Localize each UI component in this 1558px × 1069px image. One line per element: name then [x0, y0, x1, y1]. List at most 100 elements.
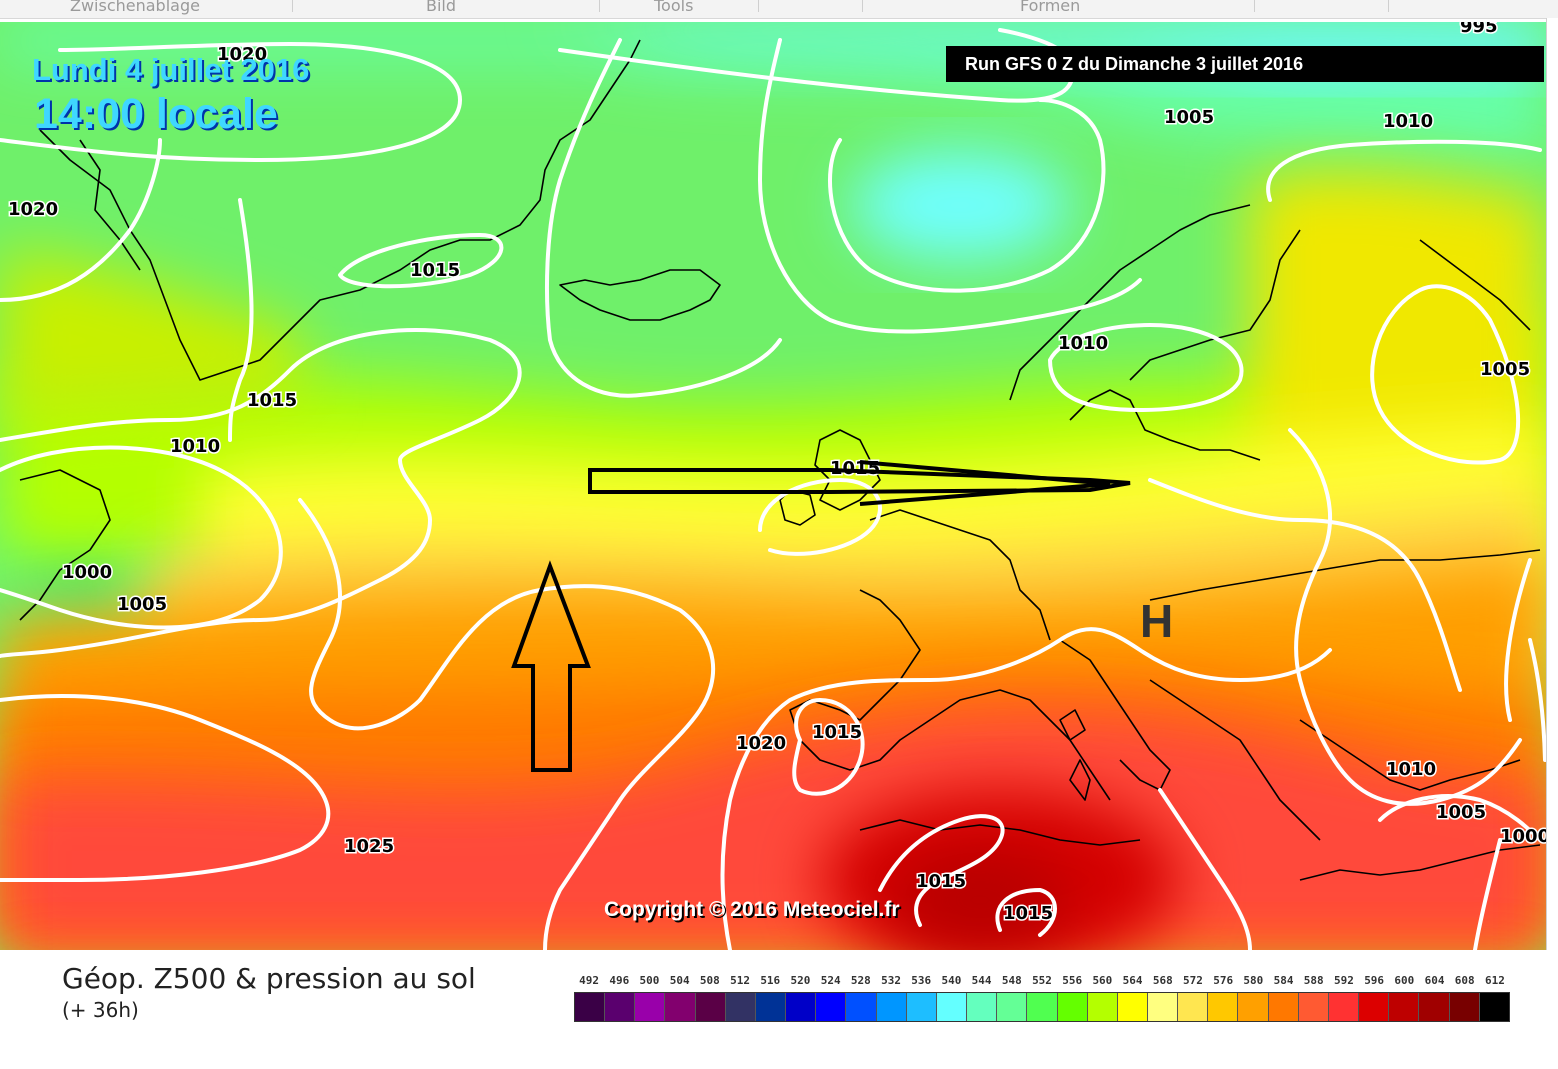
- scale-swatch: [1208, 993, 1239, 1021]
- coastlines: [19, 39, 1541, 881]
- forecast-time: 14:00 locale: [34, 90, 278, 138]
- up-arrow: [511, 560, 591, 772]
- isobar-label: 1015: [916, 871, 966, 892]
- isobar-label: 1000: [62, 562, 112, 583]
- isobar-label: 1005: [1436, 802, 1486, 823]
- isobar-label: 1020: [217, 44, 267, 65]
- scale-swatch: [1238, 993, 1269, 1021]
- scale-swatch: [695, 993, 726, 1021]
- scale-swatch: [1479, 993, 1509, 1021]
- scale-swatch: [605, 993, 636, 1021]
- scale-label: 544: [971, 974, 992, 987]
- scale-label: 568: [1152, 974, 1173, 987]
- run-banner: Run GFS 0 Z du Dimanche 3 juillet 2016: [946, 46, 1544, 82]
- arrow-wedge: [859, 460, 1111, 506]
- isobar-label: 1015: [1003, 903, 1053, 924]
- isobar-label: 1015: [247, 390, 297, 411]
- scale-label: 556: [1062, 974, 1083, 987]
- scale-swatch: [635, 993, 666, 1021]
- scale-label: 604: [1424, 974, 1445, 987]
- scale-swatch: [1147, 993, 1179, 1021]
- color-scale-labels: 492 496 500 504 508 512 516 520 524 528 532 536 540 5…: [574, 974, 1510, 988]
- toolbar-divider: [292, 0, 293, 12]
- scale-label: 552: [1032, 974, 1052, 987]
- scale-label: 584: [1273, 974, 1294, 987]
- color-scale-bar: [574, 992, 1510, 1022]
- isobars: [0, 28, 1546, 950]
- scale-label: 600: [1394, 974, 1415, 987]
- scale-label: 536: [911, 974, 932, 987]
- scale-label: 532: [881, 974, 901, 987]
- isobar-labels: 1020 1020 1015 1015 1010 1000 1005 1005 …: [7, 22, 1547, 926]
- isobar-label: 995: [1460, 22, 1498, 37]
- scale-label: 528: [850, 974, 871, 987]
- scale-label: 492: [579, 974, 600, 987]
- toolbar-item-clipboard[interactable]: Zwischenablage: [70, 0, 200, 15]
- scale-label: 572: [1183, 974, 1203, 987]
- toolbar-divider: [1388, 0, 1389, 12]
- scale-swatch: [786, 993, 817, 1021]
- scale-swatch: [906, 993, 937, 1021]
- isobar-label: 1010: [170, 436, 220, 457]
- isobar-label: 1025: [344, 836, 394, 857]
- scale-swatch: [936, 993, 968, 1021]
- scale-label: 500: [639, 974, 660, 987]
- scale-swatch: [1178, 993, 1209, 1021]
- scale-swatch: [1298, 993, 1329, 1021]
- forecast-date: Lundi 4 juillet 2016: [32, 52, 310, 87]
- isobar-label: 1015: [410, 260, 460, 281]
- scale-swatch: [1087, 993, 1118, 1021]
- weather-map: 1020 1020 1015 1015 1010 1000 1005 1005 …: [0, 22, 1546, 950]
- isobar-label: 1020: [8, 199, 58, 220]
- scale-label: 560: [1092, 974, 1113, 987]
- horizontal-arrow: [588, 468, 1131, 494]
- isobar-label: 1010: [1383, 111, 1433, 132]
- scrollbar-track[interactable]: [1546, 18, 1558, 1069]
- toolbar-strip: Zwischenablage Bild Tools Formen: [0, 0, 1558, 19]
- scale-swatch: [1027, 993, 1058, 1021]
- toolbar-item-shapes[interactable]: Formen: [1020, 0, 1081, 15]
- scale-swatch: [1389, 993, 1420, 1021]
- scale-swatch: [725, 993, 756, 1021]
- scale-swatch: [1359, 993, 1390, 1021]
- map-svg: 1020 1020 1015 1015 1010 1000 1005 1005 …: [0, 22, 1546, 950]
- scale-label: 512: [730, 974, 750, 987]
- scale-label: 548: [1001, 974, 1022, 987]
- isobar-label: 1015: [812, 722, 862, 743]
- toolbar-item-image[interactable]: Bild: [426, 0, 457, 15]
- scale-label: 504: [669, 974, 690, 987]
- scale-swatch: [1328, 993, 1360, 1021]
- toolbar-divider: [1254, 0, 1255, 12]
- legend: Géop. Z500 & pression au sol (+ 36h) 492…: [0, 950, 1558, 1069]
- scale-swatch: [575, 993, 606, 1021]
- scale-swatch: [967, 993, 998, 1021]
- toolbar-item-tools[interactable]: Tools: [654, 0, 694, 15]
- copyright: Copyright © 2016 Meteociel.fr: [604, 898, 900, 921]
- isobar-label: 1010: [1058, 333, 1108, 354]
- toolbar-divider: [599, 0, 600, 12]
- scale-swatch: [1419, 993, 1450, 1021]
- isobar-label: 1020: [736, 733, 786, 754]
- scale-label: 580: [1243, 974, 1264, 987]
- isobar-label: 1000: [1500, 826, 1546, 847]
- scale-label: 588: [1303, 974, 1324, 987]
- scale-label: 596: [1364, 974, 1385, 987]
- scale-swatch: [1117, 993, 1148, 1021]
- scale-label: 576: [1213, 974, 1234, 987]
- toolbar-divider: [758, 0, 759, 12]
- scale-label: 508: [699, 974, 720, 987]
- scale-swatch: [1449, 993, 1480, 1021]
- scale-label: 524: [820, 974, 841, 987]
- scale-label: 540: [941, 974, 962, 987]
- isobar-label: 1005: [1164, 107, 1214, 128]
- legend-subtitle: (+ 36h): [62, 998, 139, 1022]
- scale-label: 520: [790, 974, 811, 987]
- scale-swatch: [876, 993, 907, 1021]
- scale-swatch: [755, 993, 787, 1021]
- scale-label: 608: [1454, 974, 1475, 987]
- scale-label: 516: [760, 974, 781, 987]
- scale-swatch: [846, 993, 877, 1021]
- scale-label: 612: [1484, 974, 1505, 987]
- high-pressure-marker: H: [1140, 595, 1173, 647]
- annotations: H: [511, 460, 1173, 772]
